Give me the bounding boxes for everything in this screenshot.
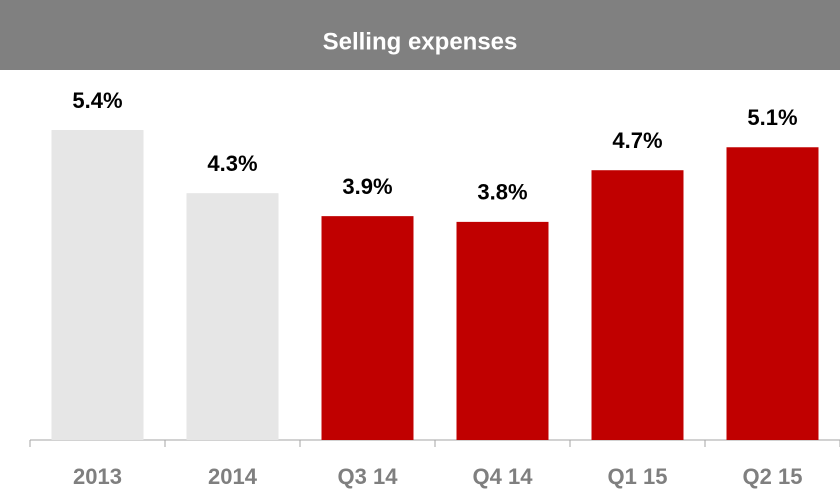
- x-tick-label: 2013: [73, 464, 122, 489]
- value-label: 5.4%: [72, 88, 122, 113]
- bar: [321, 216, 414, 440]
- bar: [591, 170, 684, 440]
- value-label: 5.1%: [747, 105, 797, 130]
- bar: [51, 130, 144, 441]
- x-tick-label: Q4 14: [473, 464, 534, 489]
- title-banner: [0, 0, 840, 70]
- x-tick-label: Q1 15: [608, 464, 668, 489]
- value-label: 3.8%: [477, 180, 527, 205]
- value-label: 4.7%: [612, 128, 662, 153]
- x-tick-label: 2014: [208, 464, 258, 489]
- bar: [456, 221, 549, 440]
- chart-title: Selling expenses: [323, 28, 518, 55]
- x-tick-label: Q2 15: [743, 464, 803, 489]
- value-label: 4.3%: [207, 151, 257, 176]
- bar: [726, 147, 819, 440]
- bar: [186, 193, 279, 440]
- x-tick-label: Q3 14: [338, 464, 399, 489]
- value-label: 3.9%: [342, 174, 392, 199]
